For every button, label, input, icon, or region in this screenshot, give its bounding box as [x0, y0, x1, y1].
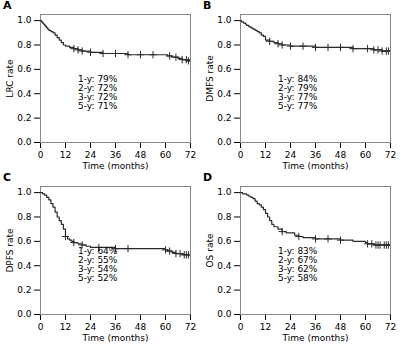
svg-text:48: 48: [135, 322, 147, 332]
svg-text:24: 24: [85, 322, 97, 332]
svg-text:60: 60: [160, 150, 172, 160]
svg-text:Time (months): Time (months): [82, 333, 149, 343]
svg-text:24: 24: [285, 150, 297, 160]
svg-text:72: 72: [185, 150, 196, 160]
svg-text:60: 60: [360, 322, 372, 332]
svg-text:36: 36: [310, 150, 322, 160]
html-text:A: A: [3, 0, 12, 12]
svg-text:Time (months): Time (months): [82, 161, 149, 171]
svg-text:36: 36: [310, 322, 322, 332]
svg-text:48: 48: [135, 150, 147, 160]
svg-text:LRC rate: LRC rate: [5, 59, 15, 98]
svg-text:0.4: 0.4: [17, 261, 32, 271]
svg-text:12: 12: [260, 150, 271, 160]
svg-text:1-y: 79%2-y: 72%3-y: 72%5-y: 7: 1-y: 79%2-y: 72%3-y: 72%5-y: 71%: [78, 74, 118, 111]
svg-text:24: 24: [285, 322, 297, 332]
svg-text:72: 72: [385, 150, 396, 160]
html-text:D: D: [203, 171, 213, 184]
svg-text:1-y: 83%2-y: 67%3-y: 62%5-y: 5: 1-y: 83%2-y: 67%3-y: 62%5-y: 58%: [278, 246, 318, 283]
svg-text:60: 60: [160, 322, 172, 332]
svg-text:0.4: 0.4: [17, 89, 32, 99]
svg-text:0.8: 0.8: [17, 212, 32, 222]
svg-text:0: 0: [38, 150, 44, 160]
svg-text:72: 72: [185, 322, 196, 332]
svg-text:0.8: 0.8: [217, 212, 232, 222]
svg-text:1-y: 64%2-y: 55%3-y: 54%5-y: 5: 1-y: 64%2-y: 55%3-y: 54%5-y: 52%: [78, 246, 118, 283]
svg-text:DPFS rate: DPFS rate: [5, 228, 15, 273]
svg-text:72: 72: [385, 322, 396, 332]
svg-text:48: 48: [335, 150, 347, 160]
svg-text:DMFS rate: DMFS rate: [205, 55, 215, 102]
svg-text:1.0: 1.0: [17, 187, 32, 197]
svg-text:1.0: 1.0: [17, 15, 32, 25]
svg-text:0.2: 0.2: [217, 113, 231, 123]
svg-text:OS rate: OS rate: [205, 233, 215, 267]
svg-text:12: 12: [60, 322, 71, 332]
svg-text:0.8: 0.8: [17, 40, 32, 50]
svg-text:12: 12: [260, 322, 271, 332]
svg-text:60: 60: [360, 150, 372, 160]
svg-text:0: 0: [238, 150, 244, 160]
svg-text:0.6: 0.6: [217, 64, 232, 74]
svg-text:0.4: 0.4: [217, 89, 232, 99]
svg-text:0.6: 0.6: [17, 236, 32, 246]
svg-text:1.0: 1.0: [217, 15, 232, 25]
svg-text:12: 12: [60, 150, 71, 160]
svg-text:36: 36: [110, 322, 122, 332]
svg-text:1-y: 84%2-y: 79%3-y: 77%5-y: 7: 1-y: 84%2-y: 79%3-y: 77%5-y: 77%: [278, 74, 318, 111]
svg-text:0.0: 0.0: [217, 137, 232, 147]
svg-text:0.4: 0.4: [217, 261, 232, 271]
svg-text:0.6: 0.6: [17, 64, 32, 74]
html-text:B: B: [203, 0, 212, 12]
html-text:C: C: [3, 171, 12, 184]
svg-text:0.2: 0.2: [217, 285, 231, 295]
svg-text:1.0: 1.0: [217, 187, 232, 197]
svg-text:0.0: 0.0: [17, 309, 32, 319]
svg-text:0.0: 0.0: [17, 137, 32, 147]
svg-text:0.2: 0.2: [17, 285, 31, 295]
svg-text:0.2: 0.2: [17, 113, 31, 123]
svg-text:0: 0: [38, 322, 44, 332]
svg-text:36: 36: [110, 150, 122, 160]
svg-text:0.6: 0.6: [217, 236, 232, 246]
svg-text:Time (months): Time (months): [282, 161, 349, 171]
svg-text:Time (months): Time (months): [282, 333, 349, 343]
svg-text:0.0: 0.0: [217, 309, 232, 319]
svg-text:24: 24: [85, 150, 97, 160]
svg-text:0.8: 0.8: [217, 40, 232, 50]
svg-text:0: 0: [238, 322, 244, 332]
svg-text:48: 48: [335, 322, 347, 332]
